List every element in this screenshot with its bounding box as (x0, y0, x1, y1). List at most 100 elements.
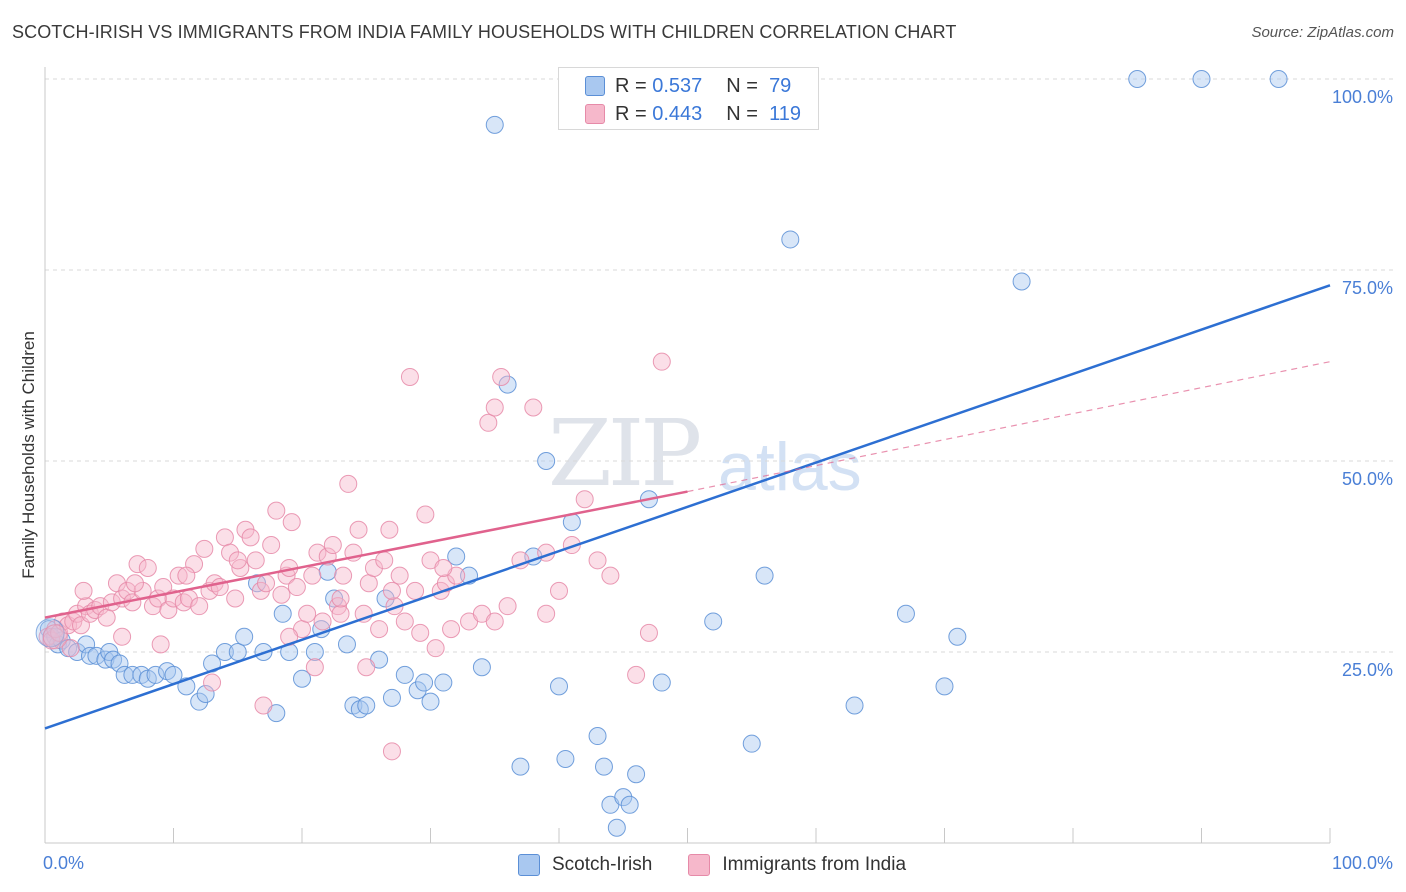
scotch-irish-point (556, 749, 575, 768)
legend-label: Immigrants from India (722, 854, 907, 875)
india-point (426, 639, 445, 658)
india-point (370, 620, 389, 639)
legend-n-label: N = (726, 74, 758, 97)
scotch-irish-point (594, 757, 613, 776)
legend-r-value: 0.537 (652, 74, 703, 97)
india-point (128, 555, 147, 574)
chart-title: SCOTCH-IRISH VS IMMIGRANTS FROM INDIA FA… (12, 22, 957, 42)
scotch-irish-point (537, 452, 556, 470)
watermark-atlas: atlas (718, 429, 862, 505)
india-point (382, 581, 401, 600)
scotch-irish-point (704, 612, 723, 631)
legend-row-scotch-irish: R = 0.537 N = 79 (585, 74, 791, 98)
india-point (375, 551, 394, 570)
scotch-irish-point (607, 818, 626, 837)
india-point (272, 585, 291, 604)
watermark-zip: ZIP (548, 400, 702, 507)
india-point (287, 578, 306, 597)
scotch-irish-point (935, 677, 954, 696)
india-point (339, 474, 358, 493)
india-point (416, 505, 435, 524)
legend-item-india[interactable]: Immigrants from India (688, 854, 906, 876)
india-point (226, 589, 245, 608)
india-point (357, 658, 376, 677)
x-tick-label: 0.0% (43, 853, 84, 873)
india-point (434, 558, 453, 577)
india-point (203, 673, 222, 692)
legend-swatch-blue (585, 76, 605, 96)
legend-swatch-pink (688, 854, 711, 876)
scotch-irish-point (845, 696, 864, 715)
legend-n-value: 119 (769, 102, 801, 125)
india-point (382, 742, 401, 761)
india-trendline (44, 490, 688, 619)
india-point (537, 604, 556, 623)
india-point (125, 574, 144, 593)
india-point (400, 367, 419, 386)
legend-swatch-blue (518, 854, 540, 876)
india-point (241, 528, 260, 547)
india-point (364, 558, 383, 577)
india-point (254, 696, 273, 715)
india-point (331, 604, 350, 623)
scotch-irish-point (742, 734, 761, 753)
india-point (169, 566, 188, 585)
india-point (308, 543, 327, 562)
india-point (113, 627, 132, 646)
tick-layer: 25.0% 50.0% 75.0% 100.0% 0.0% 100.0% (43, 87, 1393, 873)
india-point (639, 623, 658, 642)
india-point (262, 536, 281, 555)
scotch-irish-point (434, 673, 453, 692)
scotch-irish-point (196, 685, 215, 704)
india-point (305, 658, 324, 677)
india-point (627, 665, 646, 684)
y-tick-label: 50.0% (1342, 469, 1393, 489)
india-point (298, 604, 317, 623)
legend-label: Scotch-Irish (552, 854, 653, 875)
legend-row-india: R = 0.443 N = 119 (585, 102, 801, 126)
scotch-irish-point (273, 604, 292, 623)
india-trendline-extension (687, 361, 1331, 493)
india-point (406, 581, 425, 600)
scotch-irish-point (1012, 272, 1031, 291)
india-point (195, 539, 214, 558)
india-point (349, 520, 368, 539)
india-point (138, 558, 157, 577)
scotch-irish-point (620, 795, 639, 814)
india-point (246, 551, 265, 570)
india-point (575, 490, 594, 509)
scotch-irish-point (80, 646, 99, 665)
scotch-irish-point (755, 566, 774, 585)
y-tick-label: 75.0% (1342, 278, 1393, 298)
chart-source: Source: ZipAtlas.com (1251, 24, 1394, 41)
scotch-irish-point (447, 547, 466, 566)
scotch-irish-point (318, 562, 337, 581)
scotch-irish-point (415, 673, 434, 692)
india-point (74, 581, 93, 600)
legend-item-scotch-irish[interactable]: Scotch-Irish (518, 854, 652, 876)
india-point (485, 398, 504, 417)
india-point (492, 367, 511, 386)
axis-layer (44, 67, 1331, 844)
india-point (190, 597, 209, 616)
india-point (411, 623, 430, 642)
scotch-irish-point (1192, 70, 1211, 88)
india-point (498, 597, 517, 616)
scotch-irish-point (293, 669, 311, 688)
y-tick-label: 25.0% (1342, 660, 1393, 680)
scotch-irish-point (948, 627, 967, 646)
legend-r-label: R = (615, 102, 647, 125)
scotch-irish-point (421, 692, 440, 711)
india-point (257, 574, 276, 593)
scotch-irish-point (382, 688, 401, 707)
india-point (267, 501, 286, 520)
india-point (61, 639, 80, 658)
india-point (177, 566, 196, 585)
x-tick-label: 100.0% (1332, 853, 1393, 873)
scotch-irish-point (550, 677, 568, 696)
india-point (151, 635, 170, 654)
india-point (442, 620, 461, 639)
scotch-irish-point (35, 618, 65, 648)
scotch-irish-point (472, 658, 491, 677)
